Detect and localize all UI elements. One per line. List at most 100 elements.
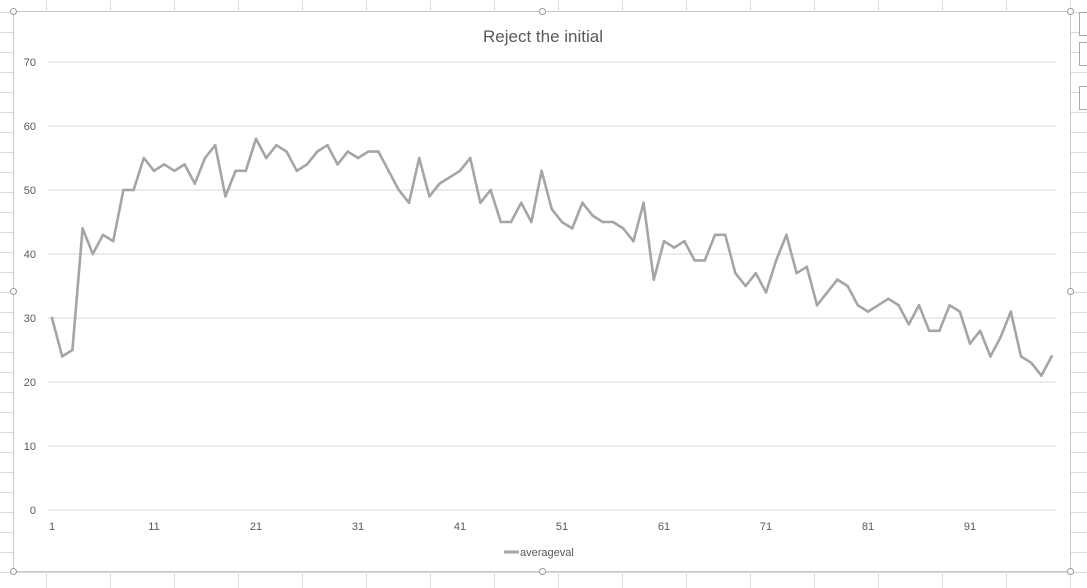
y-tick-label: 40 bbox=[24, 249, 36, 261]
x-tick-label: 61 bbox=[658, 521, 670, 533]
chart-elements-button[interactable] bbox=[1079, 12, 1087, 36]
data-point bbox=[693, 259, 696, 262]
data-point bbox=[744, 284, 747, 288]
data-point bbox=[897, 303, 900, 307]
data-point bbox=[887, 297, 890, 301]
resize-handle-middle-left[interactable] bbox=[10, 288, 17, 295]
data-point bbox=[785, 233, 788, 237]
data-point bbox=[560, 220, 564, 224]
data-point bbox=[805, 265, 809, 269]
data-point bbox=[825, 291, 829, 294]
data-point bbox=[866, 310, 870, 313]
data-point bbox=[683, 239, 686, 243]
x-tick-label: 1 bbox=[49, 521, 55, 533]
resize-handle-top-right[interactable] bbox=[1067, 8, 1074, 15]
chart-filters-button[interactable] bbox=[1079, 86, 1087, 110]
data-point bbox=[581, 201, 584, 205]
data-point bbox=[978, 329, 982, 333]
data-point bbox=[836, 278, 839, 281]
data-point bbox=[387, 169, 390, 173]
data-point bbox=[377, 150, 380, 153]
data-point bbox=[234, 169, 237, 173]
data-point bbox=[774, 259, 778, 262]
y-tick-label: 30 bbox=[24, 313, 36, 325]
data-point bbox=[101, 233, 105, 237]
data-point bbox=[305, 163, 309, 166]
data-point bbox=[876, 303, 880, 307]
data-point bbox=[275, 143, 278, 147]
y-tick-label: 70 bbox=[24, 57, 36, 69]
data-point bbox=[601, 220, 605, 224]
data-point bbox=[570, 227, 574, 230]
data-point bbox=[244, 169, 248, 173]
data-point bbox=[856, 303, 860, 307]
data-point bbox=[530, 220, 533, 224]
data-point bbox=[458, 169, 462, 173]
data-point bbox=[519, 201, 523, 205]
data-point bbox=[672, 246, 676, 249]
data-point bbox=[407, 201, 411, 205]
data-point bbox=[152, 169, 156, 173]
data-point bbox=[550, 207, 554, 211]
data-point bbox=[917, 303, 921, 307]
resize-handle-bottom-center[interactable] bbox=[539, 568, 546, 575]
data-point bbox=[1019, 355, 1023, 358]
resize-handle-bottom-left[interactable] bbox=[10, 568, 17, 575]
x-tick-label: 11 bbox=[148, 521, 159, 533]
data-point bbox=[193, 182, 197, 185]
data-point bbox=[713, 233, 717, 237]
y-tick-label: 10 bbox=[24, 441, 36, 453]
data-point bbox=[846, 284, 849, 288]
data-point bbox=[958, 310, 962, 313]
data-point bbox=[71, 348, 74, 352]
chart-styles-button[interactable] bbox=[1079, 42, 1087, 66]
x-tick-label: 31 bbox=[352, 521, 364, 533]
data-point bbox=[999, 335, 1002, 339]
data-point bbox=[662, 239, 666, 243]
series-line-averageval[interactable] bbox=[50, 137, 1053, 377]
data-point bbox=[213, 143, 217, 147]
data-point bbox=[397, 188, 401, 192]
data-point bbox=[621, 227, 625, 230]
data-point bbox=[632, 239, 635, 243]
data-point bbox=[264, 156, 268, 160]
data-point bbox=[499, 220, 503, 224]
data-point bbox=[356, 156, 360, 160]
resize-handle-top-center[interactable] bbox=[539, 8, 546, 15]
data-point bbox=[203, 156, 207, 160]
legend-label: averageval bbox=[520, 547, 574, 559]
data-point bbox=[1029, 361, 1033, 365]
x-tick-label: 81 bbox=[862, 521, 874, 533]
chart-title: Reject the initial bbox=[483, 27, 603, 46]
data-point bbox=[734, 271, 737, 275]
data-point bbox=[173, 169, 176, 173]
data-point bbox=[224, 195, 227, 198]
x-axis-tick-labels: 1 11 21 31 41 51 61 71 81 91 bbox=[49, 521, 976, 533]
resize-handle-middle-right[interactable] bbox=[1067, 288, 1074, 295]
x-tick-label: 51 bbox=[556, 521, 568, 533]
data-point bbox=[815, 303, 819, 307]
resize-handle-top-left[interactable] bbox=[10, 8, 17, 15]
resize-handle-bottom-right[interactable] bbox=[1067, 568, 1074, 575]
x-tick-label: 71 bbox=[760, 521, 772, 533]
y-axis-tick-labels: 0 10 20 30 40 50 60 70 bbox=[24, 57, 36, 517]
data-point bbox=[295, 169, 299, 173]
data-point bbox=[611, 220, 615, 224]
data-point bbox=[927, 329, 931, 333]
data-point bbox=[795, 271, 798, 275]
data-point bbox=[81, 227, 84, 230]
data-point bbox=[254, 137, 258, 141]
chart-area[interactable]: Reject the initial 0 10 20 30 40 50 60 70 1 11 21… bbox=[13, 11, 1071, 572]
y-tick-label: 0 bbox=[30, 505, 36, 517]
data-point bbox=[479, 201, 482, 205]
data-point bbox=[754, 271, 758, 275]
data-point bbox=[417, 156, 421, 160]
y-tick-label: 20 bbox=[24, 377, 36, 389]
x-tick-label: 41 bbox=[454, 521, 466, 533]
data-point bbox=[122, 188, 125, 192]
x-tick-label: 21 bbox=[250, 521, 262, 533]
data-point bbox=[489, 188, 492, 192]
data-point bbox=[591, 214, 594, 217]
data-point bbox=[907, 323, 911, 326]
